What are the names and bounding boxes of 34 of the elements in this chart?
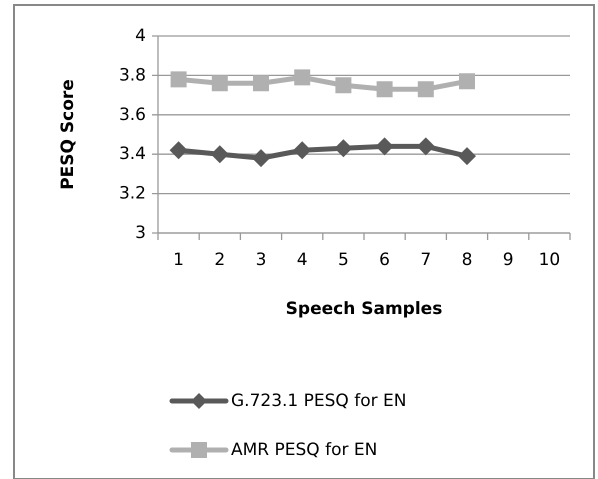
y-tick-label: 3.8 xyxy=(118,65,146,86)
x-tick-label: 2 xyxy=(214,250,226,270)
point xyxy=(252,149,270,168)
y-tick-label: 3.2 xyxy=(118,184,146,204)
y-tick-label: 3 xyxy=(135,223,146,243)
point xyxy=(212,75,228,92)
point xyxy=(293,141,312,160)
legend-label: G.723.1 PESQ for EN xyxy=(231,391,406,411)
point xyxy=(458,147,476,166)
y-axis-title: PESQ Score xyxy=(58,79,78,190)
y-tick-label: 4 xyxy=(135,26,146,46)
x-tick-label: 1 xyxy=(173,250,184,270)
point xyxy=(335,77,352,94)
x-tick-label: 3 xyxy=(256,250,266,270)
x-tick-label: 6 xyxy=(379,250,390,270)
y-tick-label: 3.6 xyxy=(118,104,146,125)
point xyxy=(459,73,475,90)
point xyxy=(376,81,393,98)
x-axis-title: Speech Samples xyxy=(286,299,442,319)
x-tick-label: 10 xyxy=(538,250,560,270)
x-tick-label: 4 xyxy=(296,250,308,270)
point xyxy=(210,145,229,164)
point xyxy=(170,141,188,160)
point xyxy=(294,69,310,86)
x-tick-label: 9 xyxy=(502,250,514,270)
point xyxy=(170,71,187,88)
y-tick-label: 3.4 xyxy=(118,144,146,164)
x-tick-label: 8 xyxy=(462,250,472,270)
x-tick-label: 7 xyxy=(420,250,432,270)
legend-label: AMR PESQ for EN xyxy=(231,440,378,460)
point xyxy=(418,81,434,98)
point xyxy=(253,75,269,92)
x-tick-label: 5 xyxy=(338,250,349,270)
point xyxy=(334,139,352,158)
